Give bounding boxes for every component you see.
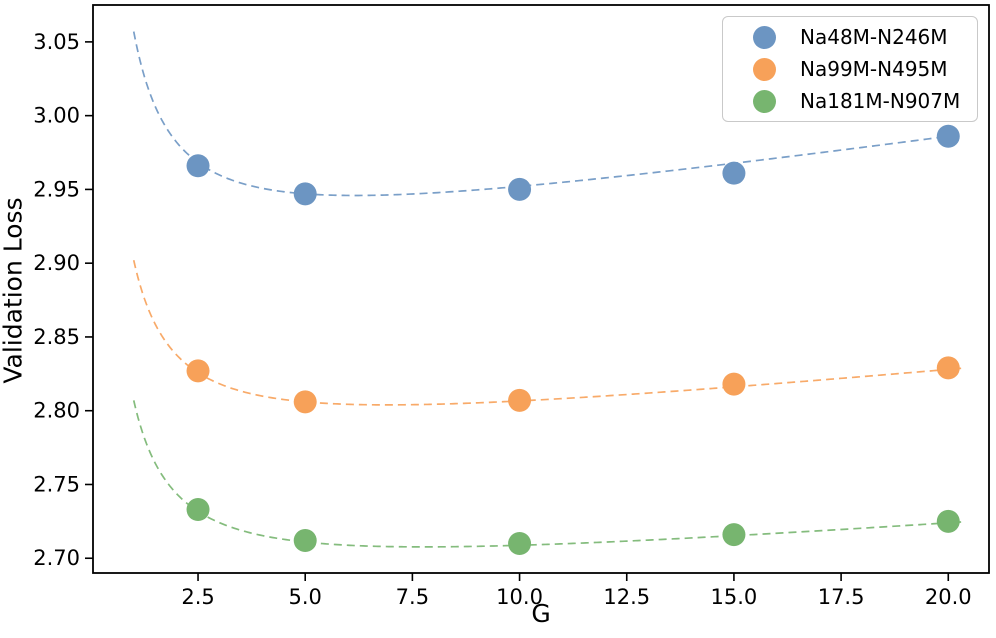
x-tick-label: 20.0 <box>925 585 972 609</box>
data-point <box>936 509 960 533</box>
y-tick-label: 2.90 <box>33 251 80 275</box>
x-tick-label: 10.0 <box>496 585 543 609</box>
series-fit-curve <box>132 31 962 197</box>
data-point <box>186 498 210 522</box>
data-point <box>936 124 960 148</box>
series-marker-icon <box>753 25 776 49</box>
legend-item: Na48M-N246M <box>731 21 969 53</box>
series-marker-icon <box>753 57 776 81</box>
legend-item: Na99M-N495M <box>731 53 969 85</box>
data-point <box>508 531 532 555</box>
x-tick-label: 12.5 <box>603 585 650 609</box>
x-tick-label: 5.0 <box>289 585 322 609</box>
y-axis-label: Validation Loss <box>0 197 28 384</box>
data-point <box>186 154 210 178</box>
legend-label: Na99M-N495M <box>800 57 948 81</box>
data-point <box>293 529 317 553</box>
x-tick-label: 7.5 <box>396 585 429 609</box>
legend-item: Na181M-N907M <box>731 85 969 117</box>
data-point <box>508 388 532 412</box>
y-tick-label: 2.85 <box>33 325 80 349</box>
data-point <box>508 177 532 201</box>
series-marker-icon <box>753 89 776 113</box>
plot-border <box>92 4 990 574</box>
data-point <box>293 390 317 414</box>
data-point <box>293 182 317 206</box>
y-tick-label: 2.75 <box>33 472 80 496</box>
y-tick-label: 2.95 <box>33 177 80 201</box>
series-fit-curve <box>132 400 962 548</box>
series-fit-curve <box>132 260 962 406</box>
x-tick-label: 17.5 <box>818 585 865 609</box>
legend-label: Na48M-N246M <box>800 25 948 49</box>
y-tick-label: 3.00 <box>33 104 80 128</box>
data-point <box>186 359 210 383</box>
y-tick-label: 2.80 <box>33 399 80 423</box>
legend: Na48M-N246M Na99M-N495M Na181M-N907M <box>722 16 978 122</box>
legend-label: Na181M-N907M <box>800 89 961 113</box>
data-point <box>722 372 746 396</box>
x-axis-label: G <box>531 599 551 628</box>
y-tick-label: 2.70 <box>33 546 80 570</box>
data-point <box>936 356 960 380</box>
data-point <box>722 523 746 547</box>
data-point <box>722 161 746 185</box>
y-tick-label: 3.05 <box>33 30 80 54</box>
x-tick-label: 2.5 <box>181 585 214 609</box>
x-tick-label: 15.0 <box>711 585 758 609</box>
